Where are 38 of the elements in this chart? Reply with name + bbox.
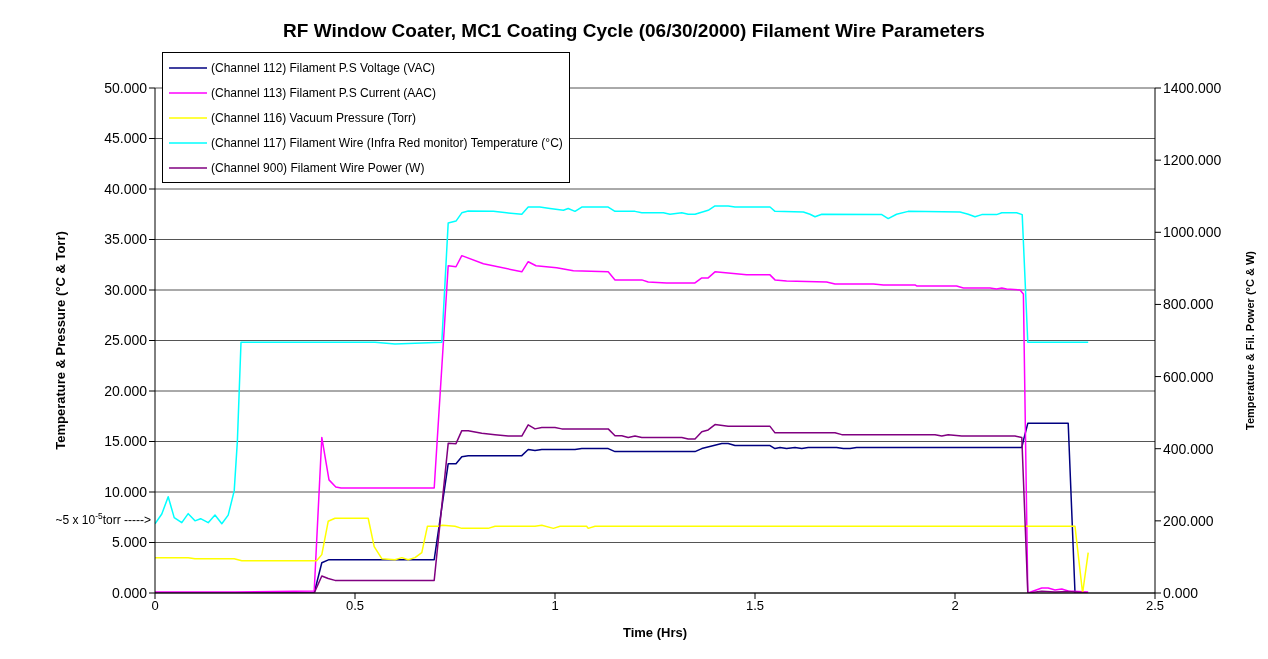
x-tick-label: 0 <box>151 598 159 614</box>
y-tick-label: 25.000 <box>104 332 148 349</box>
y2-tick-label: 1400.000 <box>1163 79 1222 96</box>
y-tick-label: 40.000 <box>104 180 148 197</box>
line-series <box>155 517 1089 593</box>
x-tick-label: 1.5 <box>745 598 765 614</box>
legend-label: (Channel 117) Filament Wire (Infra Red monitor) Temperature (°C) <box>211 135 563 150</box>
annotation: ~5 x 10$^{-5}$torr -----> <box>55 511 151 528</box>
y-tick-label: 10.000 <box>104 483 148 500</box>
y2-tick-label: 1000.000 <box>1163 224 1222 241</box>
y-tick-label: 50.000 <box>104 79 148 96</box>
y2-axis-title: Temperature & Fil. Power (°C & W) <box>1243 250 1256 430</box>
x-axis-title: Time (Hrs) <box>622 625 688 640</box>
y2-tick-label: 600.000 <box>1163 368 1214 385</box>
y-tick-label: 35.000 <box>104 231 148 248</box>
y-tick-label: 30.000 <box>104 281 148 298</box>
legend-label: (Channel 112) Filament P.S Voltage (VAC) <box>211 60 436 75</box>
chart-title: RF Window Coater, MC1 Coating Cycle (06/30/2000) Filament Wire Parameters <box>282 20 986 42</box>
legend-label: (Channel 116) Vacuum Pressure (Torr) <box>211 110 416 125</box>
y2-tick-label: 400.000 <box>1163 440 1214 457</box>
legend-label: (Channel 113) Filament P.S Current (AAC) <box>211 85 436 100</box>
y-tick-label: 20.000 <box>104 382 148 399</box>
x-tick-label: 1 <box>551 598 559 614</box>
y2-tick-label: 800.000 <box>1163 296 1214 313</box>
x-tick-label: 0.5 <box>345 598 365 614</box>
line-series <box>155 205 1089 525</box>
y-tick-label: 0.000 <box>111 584 148 601</box>
y-tick-label: 5.000 <box>111 534 148 551</box>
y2-tick-label: 0.000 <box>1163 584 1199 601</box>
line-series <box>155 254 1089 593</box>
x-tick-label: 2.5 <box>1145 598 1165 614</box>
y-tick-label: 15.000 <box>104 433 148 450</box>
y-axis-title: Temperature & Pressure (°C & Torr) <box>52 231 68 450</box>
y2-tick-label: 1200.000 <box>1163 152 1222 169</box>
y2-tick-label: 200.000 <box>1163 512 1214 529</box>
y-tick-label: 45.000 <box>104 130 148 147</box>
legend-label: (Channel 900) Filament Wire Power (W) <box>211 160 425 175</box>
x-tick-label: 2 <box>951 598 959 614</box>
